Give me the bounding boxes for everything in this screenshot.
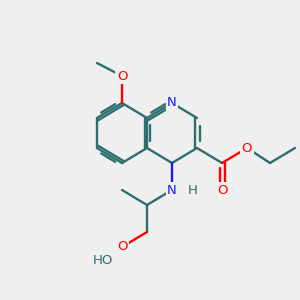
Text: O: O: [117, 70, 127, 83]
Text: H: H: [188, 184, 198, 196]
Text: N: N: [167, 97, 177, 110]
Text: O: O: [217, 184, 227, 196]
Text: N: N: [167, 184, 177, 196]
Text: O: O: [117, 241, 127, 254]
Text: O: O: [242, 142, 252, 154]
Text: HO: HO: [93, 254, 113, 266]
